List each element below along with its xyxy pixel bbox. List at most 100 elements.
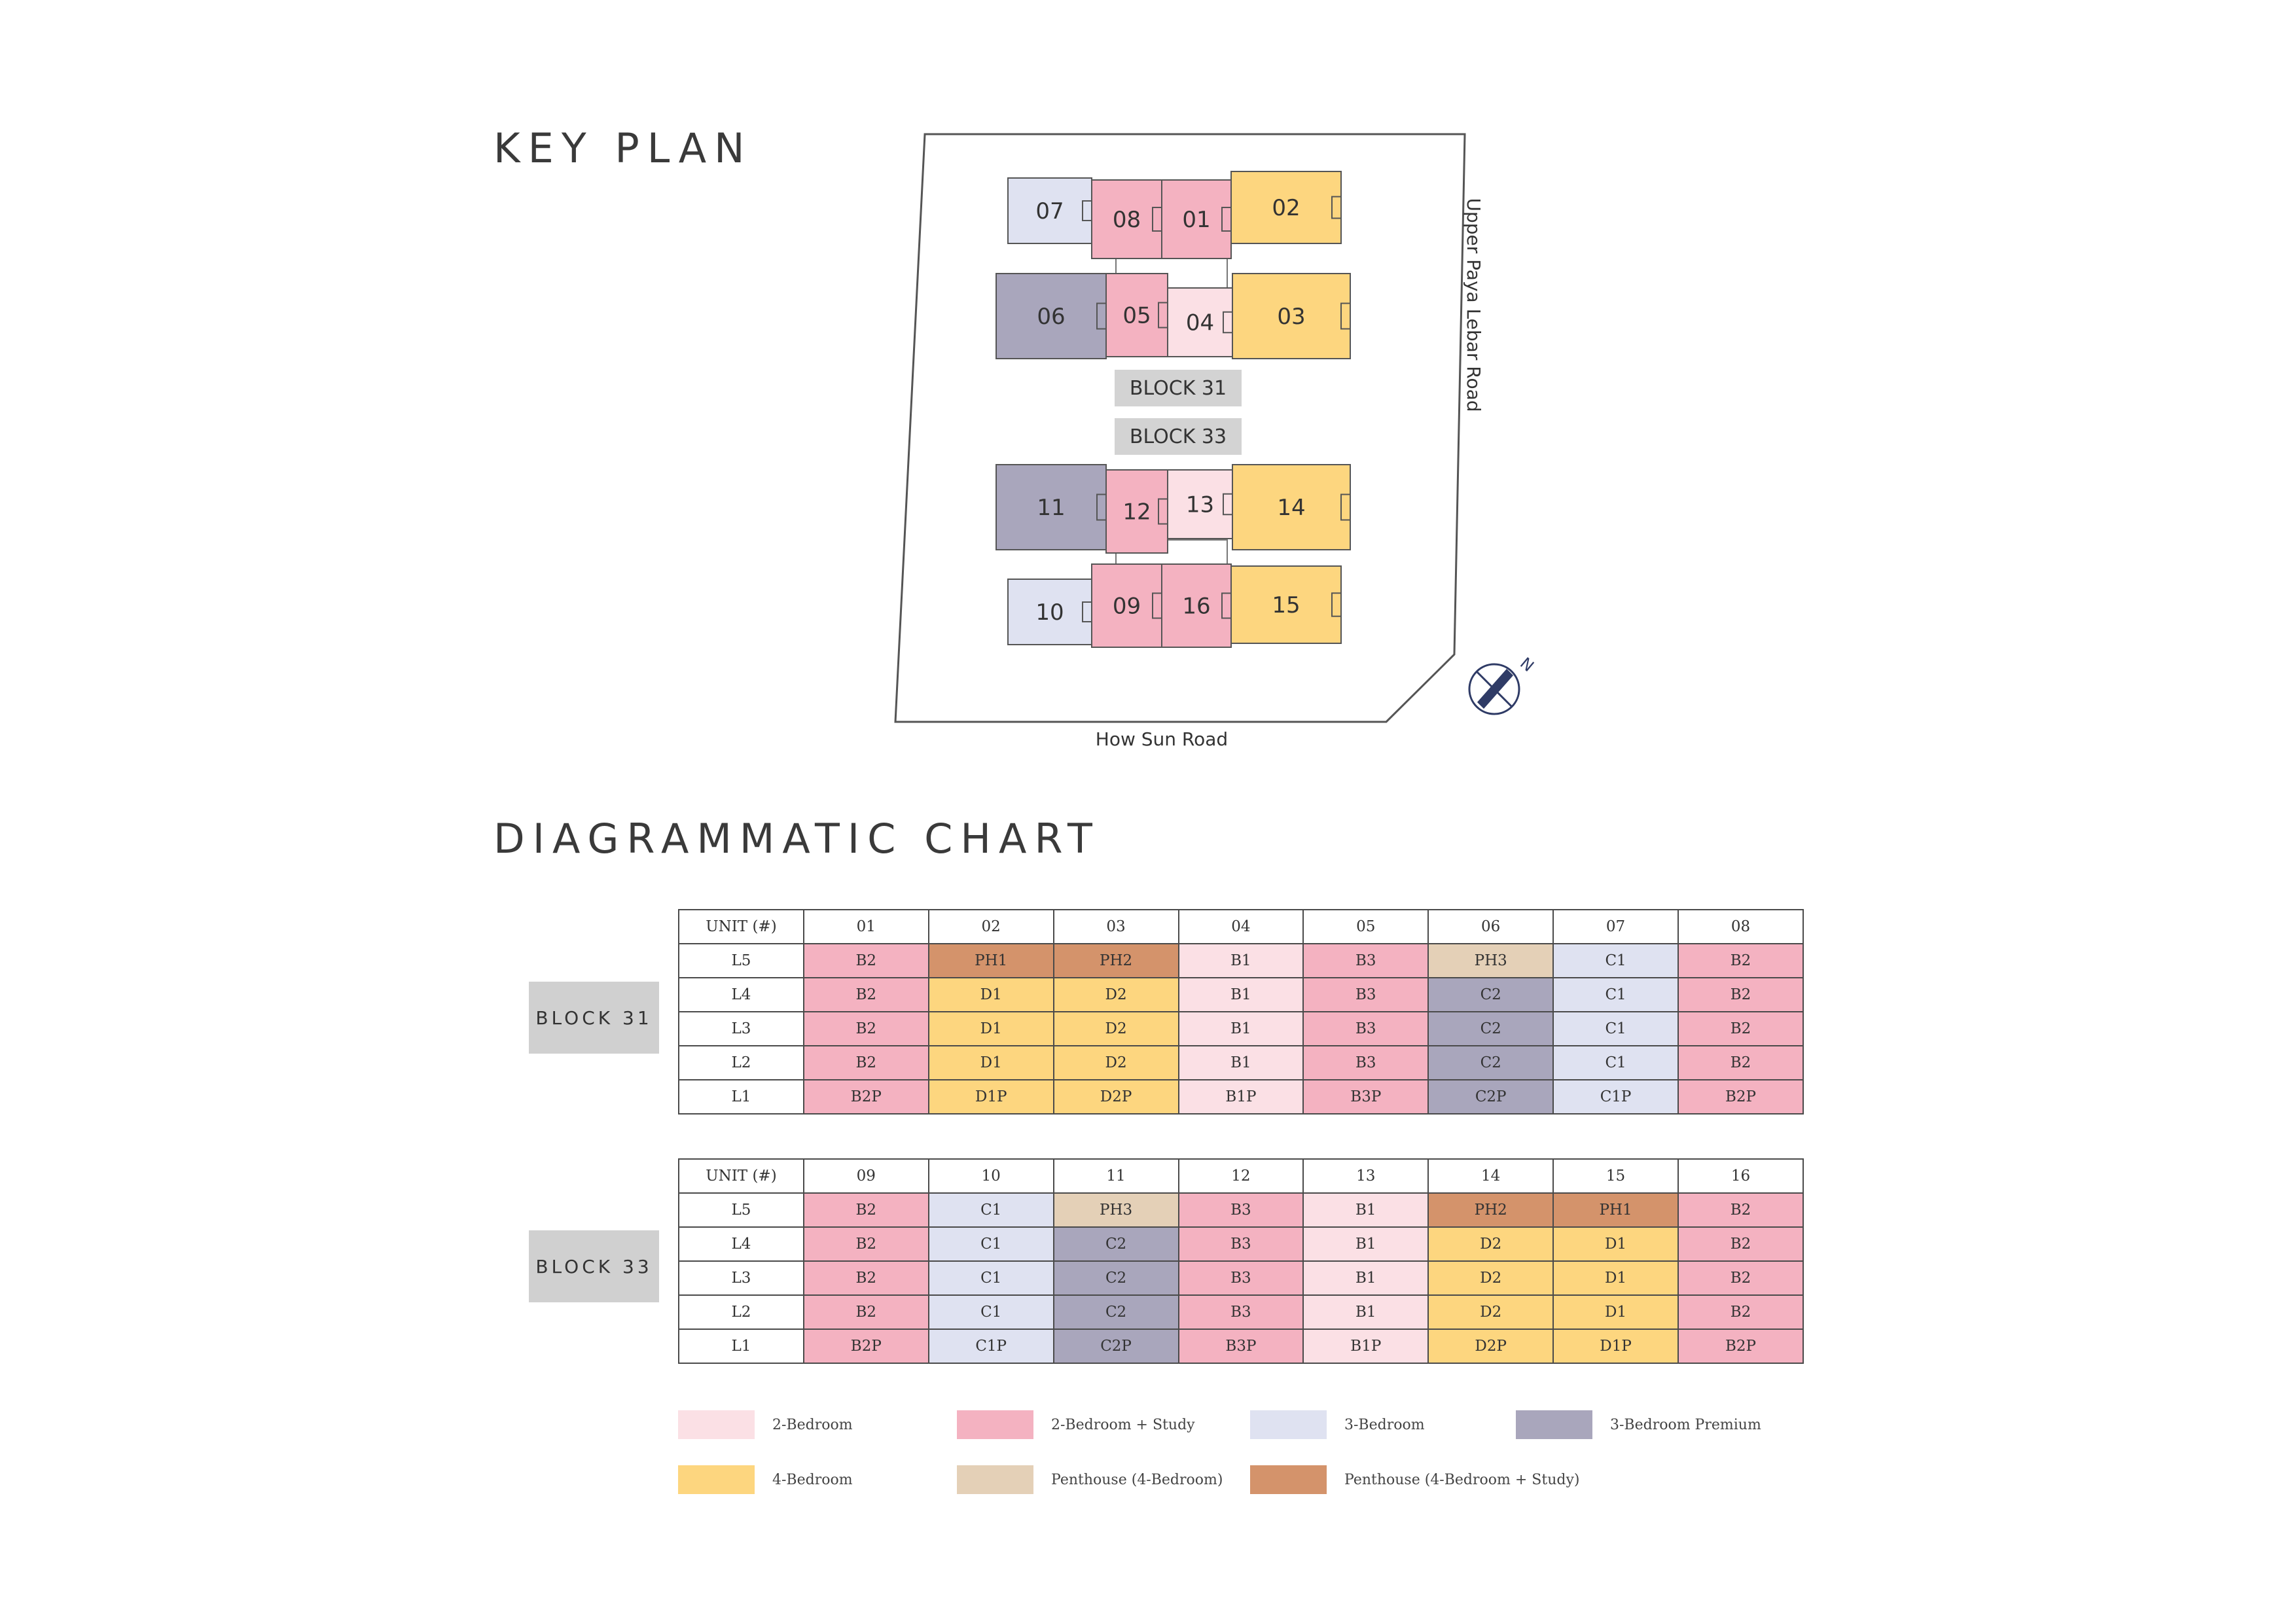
unit-number: 08 — [1113, 207, 1141, 233]
unit-number: 04 — [1186, 310, 1214, 336]
unit-type-cell: PH2 — [1052, 943, 1179, 978]
unit-type-cell: D2 — [1427, 1260, 1554, 1296]
unit-number: 07 — [1035, 198, 1064, 224]
unit-type-cell: B3 — [1302, 1011, 1429, 1046]
legend-item-3-bedroom: 3-Bedroom — [1250, 1410, 1425, 1439]
unit-type-cell: B3P — [1302, 1079, 1429, 1115]
unit-number-cell: 10 — [927, 1158, 1054, 1194]
upper-paya-lebar-road-label: Upper Paya Lebar Road — [1463, 198, 1484, 412]
unit-type-cell: D1 — [1552, 1260, 1679, 1296]
unit-02: 02 — [1230, 171, 1342, 244]
unit-04: 04 — [1167, 287, 1233, 357]
unit-08: 08 — [1091, 179, 1162, 259]
unit-number-cell: 01 — [802, 909, 929, 944]
unit-type-cell: B2 — [802, 977, 929, 1012]
header-row: UNIT (#) 09 10 11 12 13 14 15 16 — [678, 1158, 1804, 1194]
unit-type-cell: D1 — [1552, 1226, 1679, 1262]
level-cell: L3 — [678, 1260, 804, 1296]
block-31-chart: UNIT (#) 01 02 03 04 05 06 07 08 L5 B2 PH1 PH2 B1 B3 PH… — [678, 909, 1804, 1115]
unit-01: 01 — [1161, 179, 1232, 259]
unit-number-cell: 09 — [802, 1158, 929, 1194]
unit-type-cell: C1 — [927, 1294, 1054, 1330]
unit-type-cell: C1 — [927, 1192, 1054, 1228]
unit-number: 10 — [1035, 599, 1064, 626]
unit-number-cell: 07 — [1552, 909, 1679, 944]
unit-type-cell: B3 — [1177, 1294, 1304, 1330]
table-row: L4 B2 D1 D2 B1 B3 C2 C1 B2 — [678, 977, 1804, 1012]
unit-type-cell: B1P — [1177, 1079, 1304, 1115]
table-row: L5 B2 C1 PH3 B3 B1 PH2 PH1 B2 — [678, 1192, 1804, 1228]
unit-number: 15 — [1272, 592, 1300, 618]
unit-type-cell: C1 — [927, 1260, 1054, 1296]
unit-number: 11 — [1037, 495, 1065, 521]
unit-number-cell: 08 — [1677, 909, 1804, 944]
header-row: UNIT (#) 01 02 03 04 05 06 07 08 — [678, 909, 1804, 944]
north-compass-icon: N — [1468, 654, 1537, 715]
table-row: L4 B2 C1 C2 B3 B1 D2 D1 B2 — [678, 1226, 1804, 1262]
unit-11: 11 — [996, 464, 1107, 550]
table-row: L2 B2 D1 D2 B1 B3 C2 C1 B2 — [678, 1045, 1804, 1080]
level-cell: L5 — [678, 1192, 804, 1228]
unit-number-cell: 13 — [1302, 1158, 1429, 1194]
unit-number: 09 — [1113, 594, 1141, 620]
unit-14: 14 — [1232, 464, 1351, 550]
unit-type-cell: B2 — [802, 1192, 929, 1228]
legend-swatch — [1250, 1410, 1327, 1439]
unit-type-cell: B2 — [802, 1045, 929, 1080]
block-33-label-box — [1115, 418, 1242, 455]
unit-number-cell: 05 — [1302, 909, 1429, 944]
unit-type-cell: B1 — [1177, 1011, 1304, 1046]
unit-number: 03 — [1277, 304, 1305, 330]
unit-type-cell: B2 — [802, 943, 929, 978]
unit-number-cell: 02 — [927, 909, 1054, 944]
unit-15: 15 — [1230, 565, 1342, 644]
unit-type-cell: B2P — [1677, 1079, 1804, 1115]
unit-type-cell: B3 — [1302, 977, 1429, 1012]
level-cell: L1 — [678, 1329, 804, 1364]
unit-number: 01 — [1182, 207, 1210, 233]
legend-label: 2-Bedroom + Study — [1051, 1416, 1195, 1433]
unit-type-cell: B1P — [1302, 1329, 1429, 1364]
unit-type-cell: B1 — [1302, 1192, 1429, 1228]
level-cell: L4 — [678, 1226, 804, 1262]
svg-text:N: N — [1516, 654, 1537, 675]
unit-type-cell: C2 — [1052, 1260, 1179, 1296]
unit-number: 14 — [1277, 495, 1305, 521]
unit-type-cell: B3 — [1177, 1226, 1304, 1262]
unit-type-cell: D1 — [927, 977, 1054, 1012]
unit-type-cell: B2 — [1677, 1226, 1804, 1262]
legend-label: 2-Bedroom — [772, 1416, 853, 1433]
unit-type-cell: D1P — [1552, 1329, 1679, 1364]
unit-type-cell: B2 — [802, 1294, 929, 1330]
unit-type-cell: D1P — [927, 1079, 1054, 1115]
unit-type-cell: D2P — [1427, 1329, 1554, 1364]
diagrammatic-chart-title: DIAGRAMMATIC CHART — [493, 815, 1100, 863]
unit-type-cell: PH1 — [927, 943, 1054, 978]
legend-item-penthouse: Penthouse (4-Bedroom) — [957, 1465, 1223, 1494]
unit-type-cell: B2 — [802, 1260, 929, 1296]
unit-number: 05 — [1122, 303, 1151, 329]
unit-07: 07 — [1007, 177, 1092, 244]
legend-label: 3-Bedroom — [1344, 1416, 1425, 1433]
unit-type-cell: B3 — [1302, 943, 1429, 978]
unit-number-cell: 14 — [1427, 1158, 1554, 1194]
legend-swatch — [1250, 1465, 1327, 1494]
legend-label: 4-Bedroom — [772, 1471, 853, 1488]
unit-09: 09 — [1091, 563, 1162, 648]
unit-type-cell: B2 — [1677, 1260, 1804, 1296]
unit-header-cell: UNIT (#) — [678, 909, 804, 944]
table-row: L3 B2 C1 C2 B3 B1 D2 D1 B2 — [678, 1260, 1804, 1296]
unit-type-cell: D1 — [1552, 1294, 1679, 1330]
unit-number: 06 — [1037, 304, 1065, 330]
legend-item-penthouse-study: Penthouse (4-Bedroom + Study) — [1250, 1465, 1579, 1494]
unit-type-cell: B1 — [1302, 1294, 1429, 1330]
table-row: L1 B2P C1P C2P B3P B1P D2P D1P B2P — [678, 1329, 1804, 1364]
unit-type-cell: B3 — [1177, 1260, 1304, 1296]
unit-type-cell: C1 — [1552, 1011, 1679, 1046]
unit-header-cell: UNIT (#) — [678, 1158, 804, 1194]
legend-label: Penthouse (4-Bedroom + Study) — [1344, 1471, 1580, 1488]
legend-item-2-bedroom-study: 2-Bedroom + Study — [957, 1410, 1195, 1439]
unit-type-cell: B1 — [1302, 1260, 1429, 1296]
unit-type-cell: D2 — [1052, 977, 1179, 1012]
unit-05: 05 — [1105, 273, 1168, 357]
